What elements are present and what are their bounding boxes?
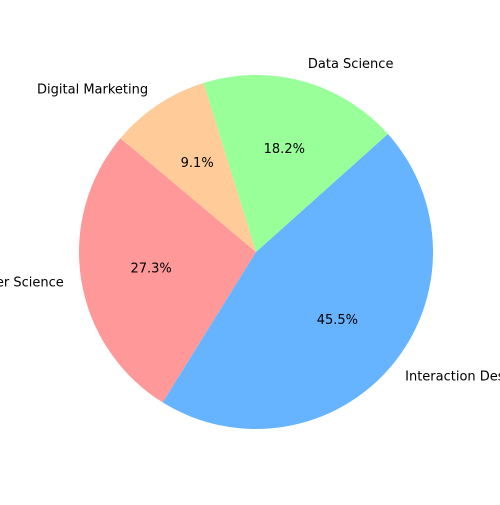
pie-category-label-interaction-design: Interaction Design <box>405 370 500 385</box>
pie-slice-data-science <box>203 74 388 252</box>
pie-percent-label-data-science: 18.2% <box>264 142 305 157</box>
pie-category-label-computer-science: Computer Science <box>0 275 64 290</box>
pie-category-label-digital-marketing: Digital Marketing <box>37 82 148 97</box>
pie-slice-digital-marketing <box>120 82 257 252</box>
pie-slice-computer-science <box>79 138 257 403</box>
pie-slice-interaction-design <box>162 133 434 430</box>
pie-category-label-data-science: Data Science <box>308 57 394 72</box>
pie-percent-label-computer-science: 27.3% <box>130 261 171 276</box>
pie-percent-label-interaction-design: 45.5% <box>317 313 358 328</box>
pie-percent-label-digital-marketing: 9.1% <box>181 156 214 171</box>
